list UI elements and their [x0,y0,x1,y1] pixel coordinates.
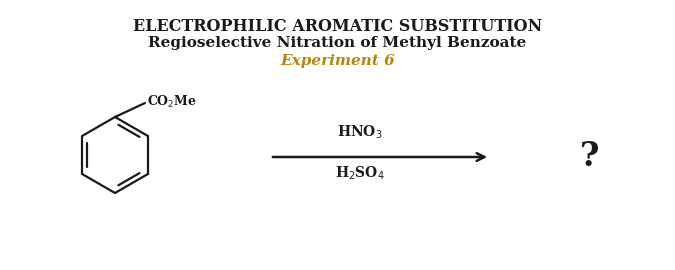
Text: ?: ? [580,140,600,174]
Text: H$_2$SO$_4$: H$_2$SO$_4$ [335,165,385,183]
Text: Regioselective Nitration of Methyl Benzoate: Regioselective Nitration of Methyl Benzo… [148,36,526,50]
Text: ELECTROPHILIC AROMATIC SUBSTITUTION: ELECTROPHILIC AROMATIC SUBSTITUTION [133,18,542,35]
Text: HNO$_3$: HNO$_3$ [338,124,383,141]
Text: CO$_2$Me: CO$_2$Me [147,94,197,110]
Text: Experiment 6: Experiment 6 [280,54,395,68]
